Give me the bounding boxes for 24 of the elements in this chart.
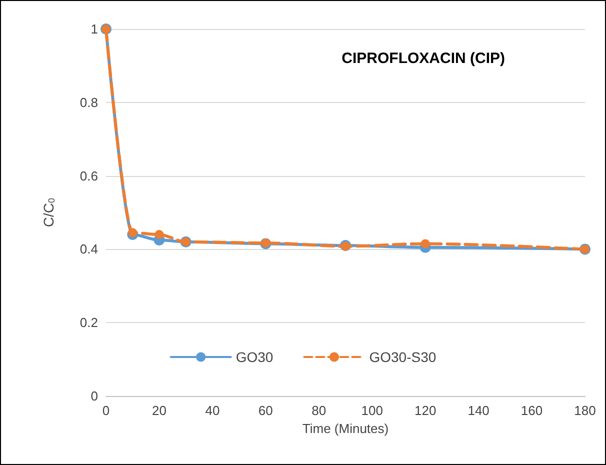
x-tick-label: 40	[205, 403, 220, 418]
x-tick-label: 80	[312, 403, 326, 418]
y-tick-label: 0.4	[80, 242, 98, 257]
y-tick-label: 0	[90, 388, 98, 404]
x-tick-label: 140	[468, 403, 490, 418]
point	[154, 230, 164, 240]
x-tick-label: 20	[152, 403, 166, 418]
x-tick-label: 180	[574, 403, 596, 418]
x-tick-label: 60	[258, 403, 273, 418]
x-tick-label: 100	[361, 403, 383, 418]
legend-label: GO30	[236, 349, 274, 365]
legend-label: GO30-S30	[369, 349, 436, 365]
y-tick-label: 0.6	[80, 168, 98, 184]
x-axis-title: Time (Minutes)	[302, 420, 389, 436]
y-tick-label: 0.2	[80, 315, 98, 330]
point	[128, 228, 138, 238]
x-tick-label: 0	[102, 403, 110, 418]
text: CIPROFLOXACIN (CIP)	[342, 50, 506, 67]
x-tick-label: 160	[520, 403, 543, 418]
y-axis-title: C/C0	[40, 198, 56, 228]
y-tick-label: 1	[90, 22, 98, 36]
y-tick-label: 0.8	[80, 94, 98, 110]
point	[420, 239, 430, 248]
x-tick-label: 120	[414, 403, 436, 418]
